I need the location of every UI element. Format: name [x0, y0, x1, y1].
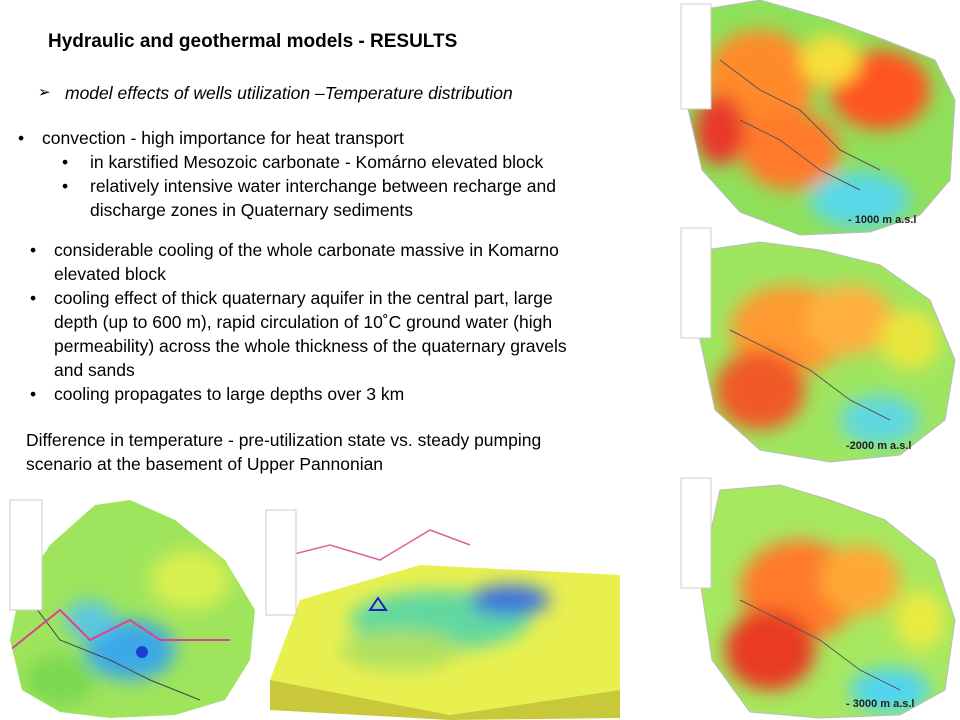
caption-text: Difference in temperature - pre-utilizat… — [26, 430, 542, 450]
temperature-map-2000 — [680, 227, 956, 463]
subtitle: model effects of wells utilization –Temp… — [65, 83, 513, 103]
temperature-map-1000 — [680, 0, 956, 236]
sub-bullet-text: discharge zones in Quaternary sediments — [90, 200, 413, 220]
map-label: - 1000 m a.s.l — [848, 214, 917, 226]
bullet-dot: • — [18, 128, 25, 148]
bullet-text: elevated block — [54, 264, 166, 284]
bullet-dot: • — [62, 152, 69, 172]
bullet-text: convection - high importance for heat tr… — [42, 128, 404, 148]
bullet-text: permeability) across the whole thickness… — [54, 336, 567, 356]
bullet-dot: • — [62, 176, 69, 196]
bullet-dot: • — [30, 288, 37, 308]
bullet-text: cooling effect of thick quaternary aquif… — [54, 288, 553, 308]
sub-bullet-text: in karstified Mesozoic carbonate - Komár… — [90, 152, 544, 172]
slide-title: Hydraulic and geothermal models - RESULT… — [48, 31, 458, 52]
bullet-dot: • — [30, 384, 37, 404]
difference-map — [9, 499, 255, 718]
arrow-bullet: ➢ — [38, 84, 51, 101]
difference-3d-model — [262, 505, 620, 720]
map-label: -2000 m a.s.l — [846, 440, 912, 452]
temperature-map-3000 — [680, 477, 956, 719]
map-label: - 3000 m a.s.l — [846, 698, 915, 710]
caption-text: scenario at the basement of Upper Pannon… — [26, 454, 384, 474]
sub-bullet-text: relatively intensive water interchange b… — [90, 176, 556, 196]
bullet-text: considerable cooling of the whole carbon… — [54, 240, 559, 260]
bullet-text: cooling propagates to large depths over … — [54, 384, 405, 404]
bullet-text: and sands — [54, 360, 135, 380]
bullet-text: depth (up to 600 m), rapid circulation o… — [54, 312, 553, 332]
bullet-dot: • — [30, 240, 37, 260]
